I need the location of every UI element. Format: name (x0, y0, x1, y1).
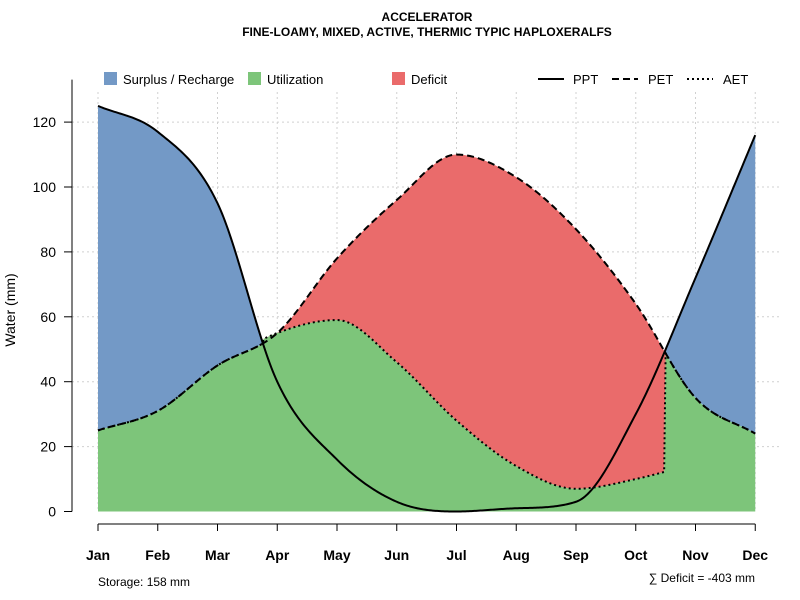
legend-swatch-surplus (104, 72, 117, 85)
y-tick-label-100: 100 (33, 179, 57, 195)
x-tick-label-mar: Mar (205, 547, 230, 563)
y-tick-label-80: 80 (40, 244, 56, 260)
line-layer (97, 104, 757, 513)
x-tick-label-jul: Jul (446, 547, 466, 563)
x-tick-label-apr: Apr (265, 547, 290, 563)
y-tick-label-0: 0 (48, 504, 56, 520)
surplus-area (98, 105, 756, 434)
x-tick-label-dec: Dec (742, 547, 768, 563)
legend-label-pet: PET (648, 72, 673, 87)
y-tick-label-20: 20 (40, 439, 56, 455)
x-tick-label-oct: Oct (624, 547, 648, 563)
legend-label-deficit: Deficit (411, 72, 448, 87)
x-tick-label-feb: Feb (145, 547, 170, 563)
x-tick-label-nov: Nov (682, 547, 709, 563)
chart-title: ACCELERATOR (382, 10, 473, 24)
axis-layer: 0 20 40 60 80 100 120 Jan Feb Mar Apr May Jun Jul Aug S… (33, 79, 768, 563)
legend-label-ppt: PPT (573, 72, 598, 87)
legend-swatch-utilization (248, 72, 261, 85)
ppt-line (97, 104, 757, 513)
legend-label-utilization: Utilization (267, 72, 323, 87)
legend-label-surplus: Surplus / Recharge (123, 72, 234, 87)
y-tick-label-60: 60 (40, 309, 56, 325)
deficit-annotation: ∑ Deficit = -403 mm (649, 571, 755, 585)
area-layer (98, 105, 756, 512)
x-tick-label-may: May (323, 547, 350, 563)
utilization-area (98, 320, 756, 512)
x-tick-label-jan: Jan (86, 547, 110, 563)
y-axis-label: Water (mm) (2, 273, 18, 346)
x-tick-label-sep: Sep (563, 547, 589, 563)
pet-line (97, 153, 756, 435)
x-tick-label-jun: Jun (384, 547, 409, 563)
legend-swatch-deficit (392, 72, 405, 85)
storage-annotation: Storage: 158 mm (98, 575, 190, 589)
y-tick-label-120: 120 (33, 114, 57, 130)
legend: Surplus / Recharge Utilization Deficit P… (104, 72, 748, 87)
deficit-area (98, 154, 756, 489)
y-tick-label-40: 40 (40, 374, 56, 390)
legend-label-aet: AET (723, 72, 748, 87)
x-tick-label-aug: Aug (503, 547, 530, 563)
chart-subtitle: FINE-LOAMY, MIXED, ACTIVE, THERMIC TYPIC… (242, 25, 612, 39)
